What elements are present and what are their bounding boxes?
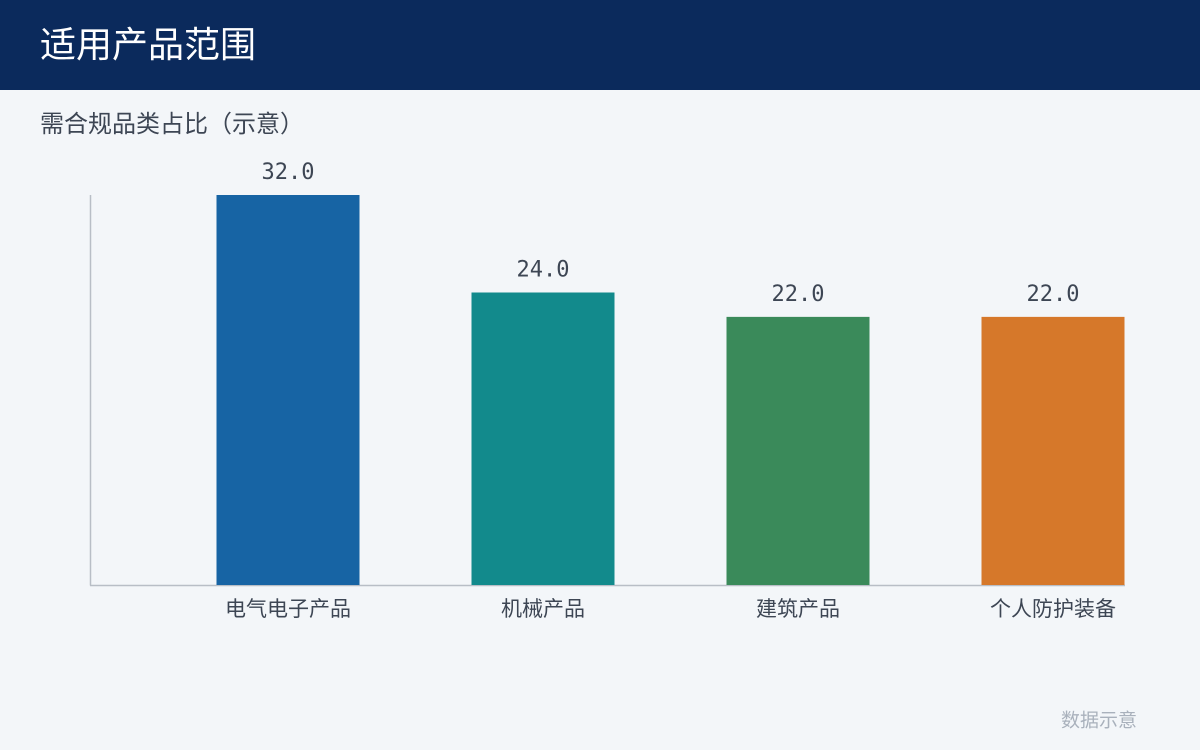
header: 适用产品范围 [0, 0, 1200, 90]
x-tick-label: 建筑产品 [756, 597, 840, 621]
bar [726, 316, 870, 585]
value-label: 32.0 [262, 160, 315, 185]
value-label: 24.0 [517, 258, 570, 283]
chart: 需合规品类占比（示意） 数据示意 32.0 电气电子产品 24.0 机械产品 22.0 建… [40, 110, 1137, 732]
bar [216, 195, 360, 585]
value-label: 22.0 [772, 282, 825, 307]
bar [981, 316, 1125, 585]
footer-note: 数据示意 [1061, 710, 1137, 732]
page-title: 适用产品范围 [40, 25, 257, 66]
value-label: 22.0 [1027, 282, 1080, 307]
x-tick-label: 机械产品 [501, 597, 585, 621]
bar [471, 292, 615, 585]
x-tick-label: 电气电子产品 [225, 597, 351, 621]
chart-title: 需合规品类占比（示意） [40, 110, 304, 138]
x-tick-label: 个人防护装备 [990, 597, 1116, 621]
